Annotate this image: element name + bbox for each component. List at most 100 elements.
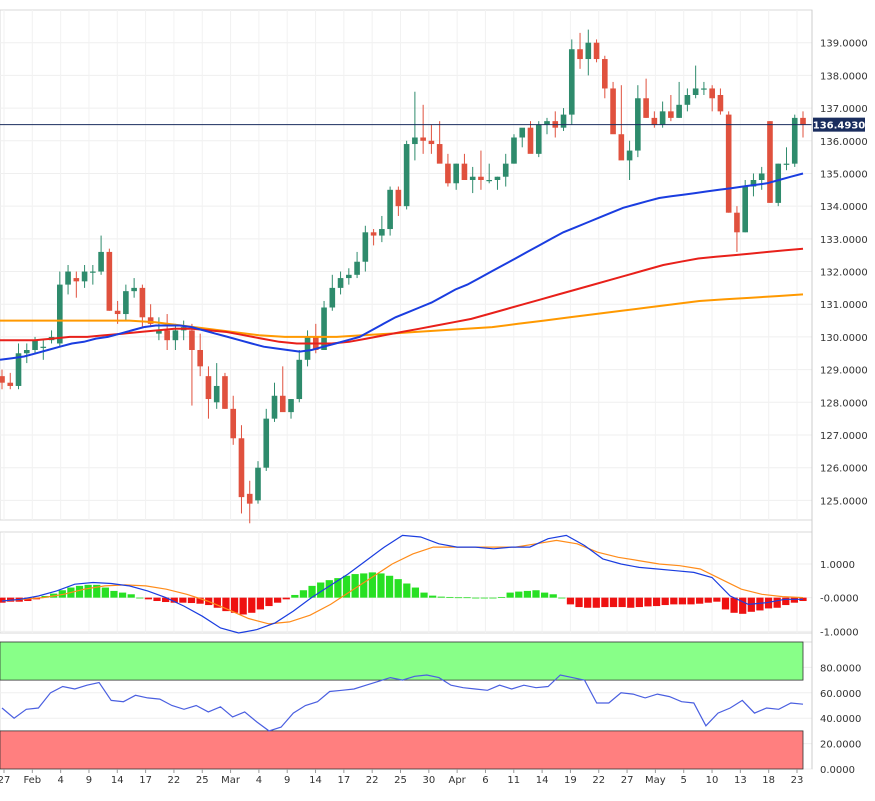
candle-body [222,376,228,409]
price-tick-label: 138.0000 [820,71,868,82]
candle-body [131,287,137,292]
candle-body [0,376,5,383]
candle-body [412,137,418,145]
candle-body [329,287,336,308]
macd-histogram-bar [756,597,764,611]
macd-histogram-bar [101,587,109,598]
macd-histogram-bar [575,597,583,608]
macd-histogram-bar [403,583,411,598]
candle-body [750,180,757,187]
candle-body [40,346,47,348]
candle-body [593,42,600,60]
macd-histogram-bar [661,597,669,606]
x-tick-label: 5 [681,775,687,786]
x-tick-label: 17 [139,775,152,786]
macd-histogram-bar [273,597,282,603]
x-tick-label: 11 [507,775,520,786]
macd-histogram-bar [609,597,618,608]
macd-histogram-bar [790,597,799,603]
macd-histogram-bar [256,597,265,610]
candle-body [478,176,484,180]
macd-histogram-bar [549,594,557,598]
candle-body [709,88,715,99]
candle-body [626,150,633,161]
candle-body [32,340,38,350]
x-tick-label: May [645,775,666,786]
ma-mid-line [0,247,804,345]
candle-body [370,232,377,236]
price-tick-label: 135.0000 [820,169,868,180]
macd-histogram-bar [515,591,523,598]
candle-body [461,163,468,180]
macd-histogram-bar [566,597,575,605]
candle-body [758,173,765,180]
candle-body [544,121,550,125]
macd-histogram-bar [696,597,704,604]
macd-histogram-bar [299,590,308,598]
macd-histogram-bar [687,597,695,605]
x-tick-label: 22 [168,775,181,786]
macd-histogram-bar [170,597,178,603]
candle-body [337,278,344,288]
candle-body [379,229,385,236]
candle-body [156,330,162,334]
candle-body [618,134,625,161]
candle-body [453,163,459,184]
macd-pane-frame [0,531,813,634]
macd-histogram-bar [385,575,394,598]
candle-body [387,189,393,230]
macd-tick-label: 1.0000 [820,560,855,571]
chart-axes: 125.0000 126.0000 127.0000 128.0000 129.0000… [0,10,868,786]
macd-histogram-bar [351,574,359,598]
candle-body [213,385,220,403]
macd-histogram-bar [618,597,626,608]
candle-body [602,59,608,89]
macd-histogram-bar [368,572,376,598]
x-tick-label: 30 [422,775,435,786]
candle-body [81,271,88,282]
price-tick-label: 139.0000 [820,39,868,50]
macd-histogram-bar [291,594,299,598]
macd-histogram-bar [342,575,351,598]
macd-histogram-bar [282,597,290,600]
candle-body [354,261,360,275]
macd-histogram-bar [497,596,506,598]
candle-body [791,117,798,164]
price-tick-label: 134.0000 [820,202,868,213]
x-tick-label: 14 [536,775,549,786]
candle-body [123,291,129,315]
macd-histogram-bar [222,597,230,612]
macd-histogram-bar [678,597,687,605]
price-tick-label: 137.0000 [820,104,868,115]
candle-body [147,317,154,324]
candle-body [560,114,567,128]
price-badge-text: 136.4930 [813,121,866,132]
candle-body [800,117,806,125]
macd-histogram-bar [773,597,781,608]
candle-body [610,88,616,135]
candle-body [502,163,509,177]
macd-histogram-bar [635,597,643,608]
macd-histogram-bar [84,584,92,598]
candle-body [73,278,80,282]
macd-histogram-bar [558,597,566,599]
macd-histogram-bar [187,597,196,604]
price-tick-label: 131.0000 [820,300,868,311]
candle-body [783,163,790,165]
x-tick-label: 9 [86,775,92,786]
candle-body [15,353,22,386]
candle-body [692,88,699,95]
x-tick-label: 22 [366,775,379,786]
candle-body [271,395,278,419]
candle-body [676,104,682,118]
rsi-tick-label: 80.0000 [820,663,861,674]
candle-body [494,176,501,180]
candle-body [403,144,410,207]
macd-histogram-bar [0,597,6,603]
candle-body [684,95,691,105]
macd-histogram-bar [730,597,738,613]
price-tick-label: 129.0000 [820,366,868,377]
macd-histogram-bar [239,597,247,615]
macd-histogram-bar [739,597,747,614]
